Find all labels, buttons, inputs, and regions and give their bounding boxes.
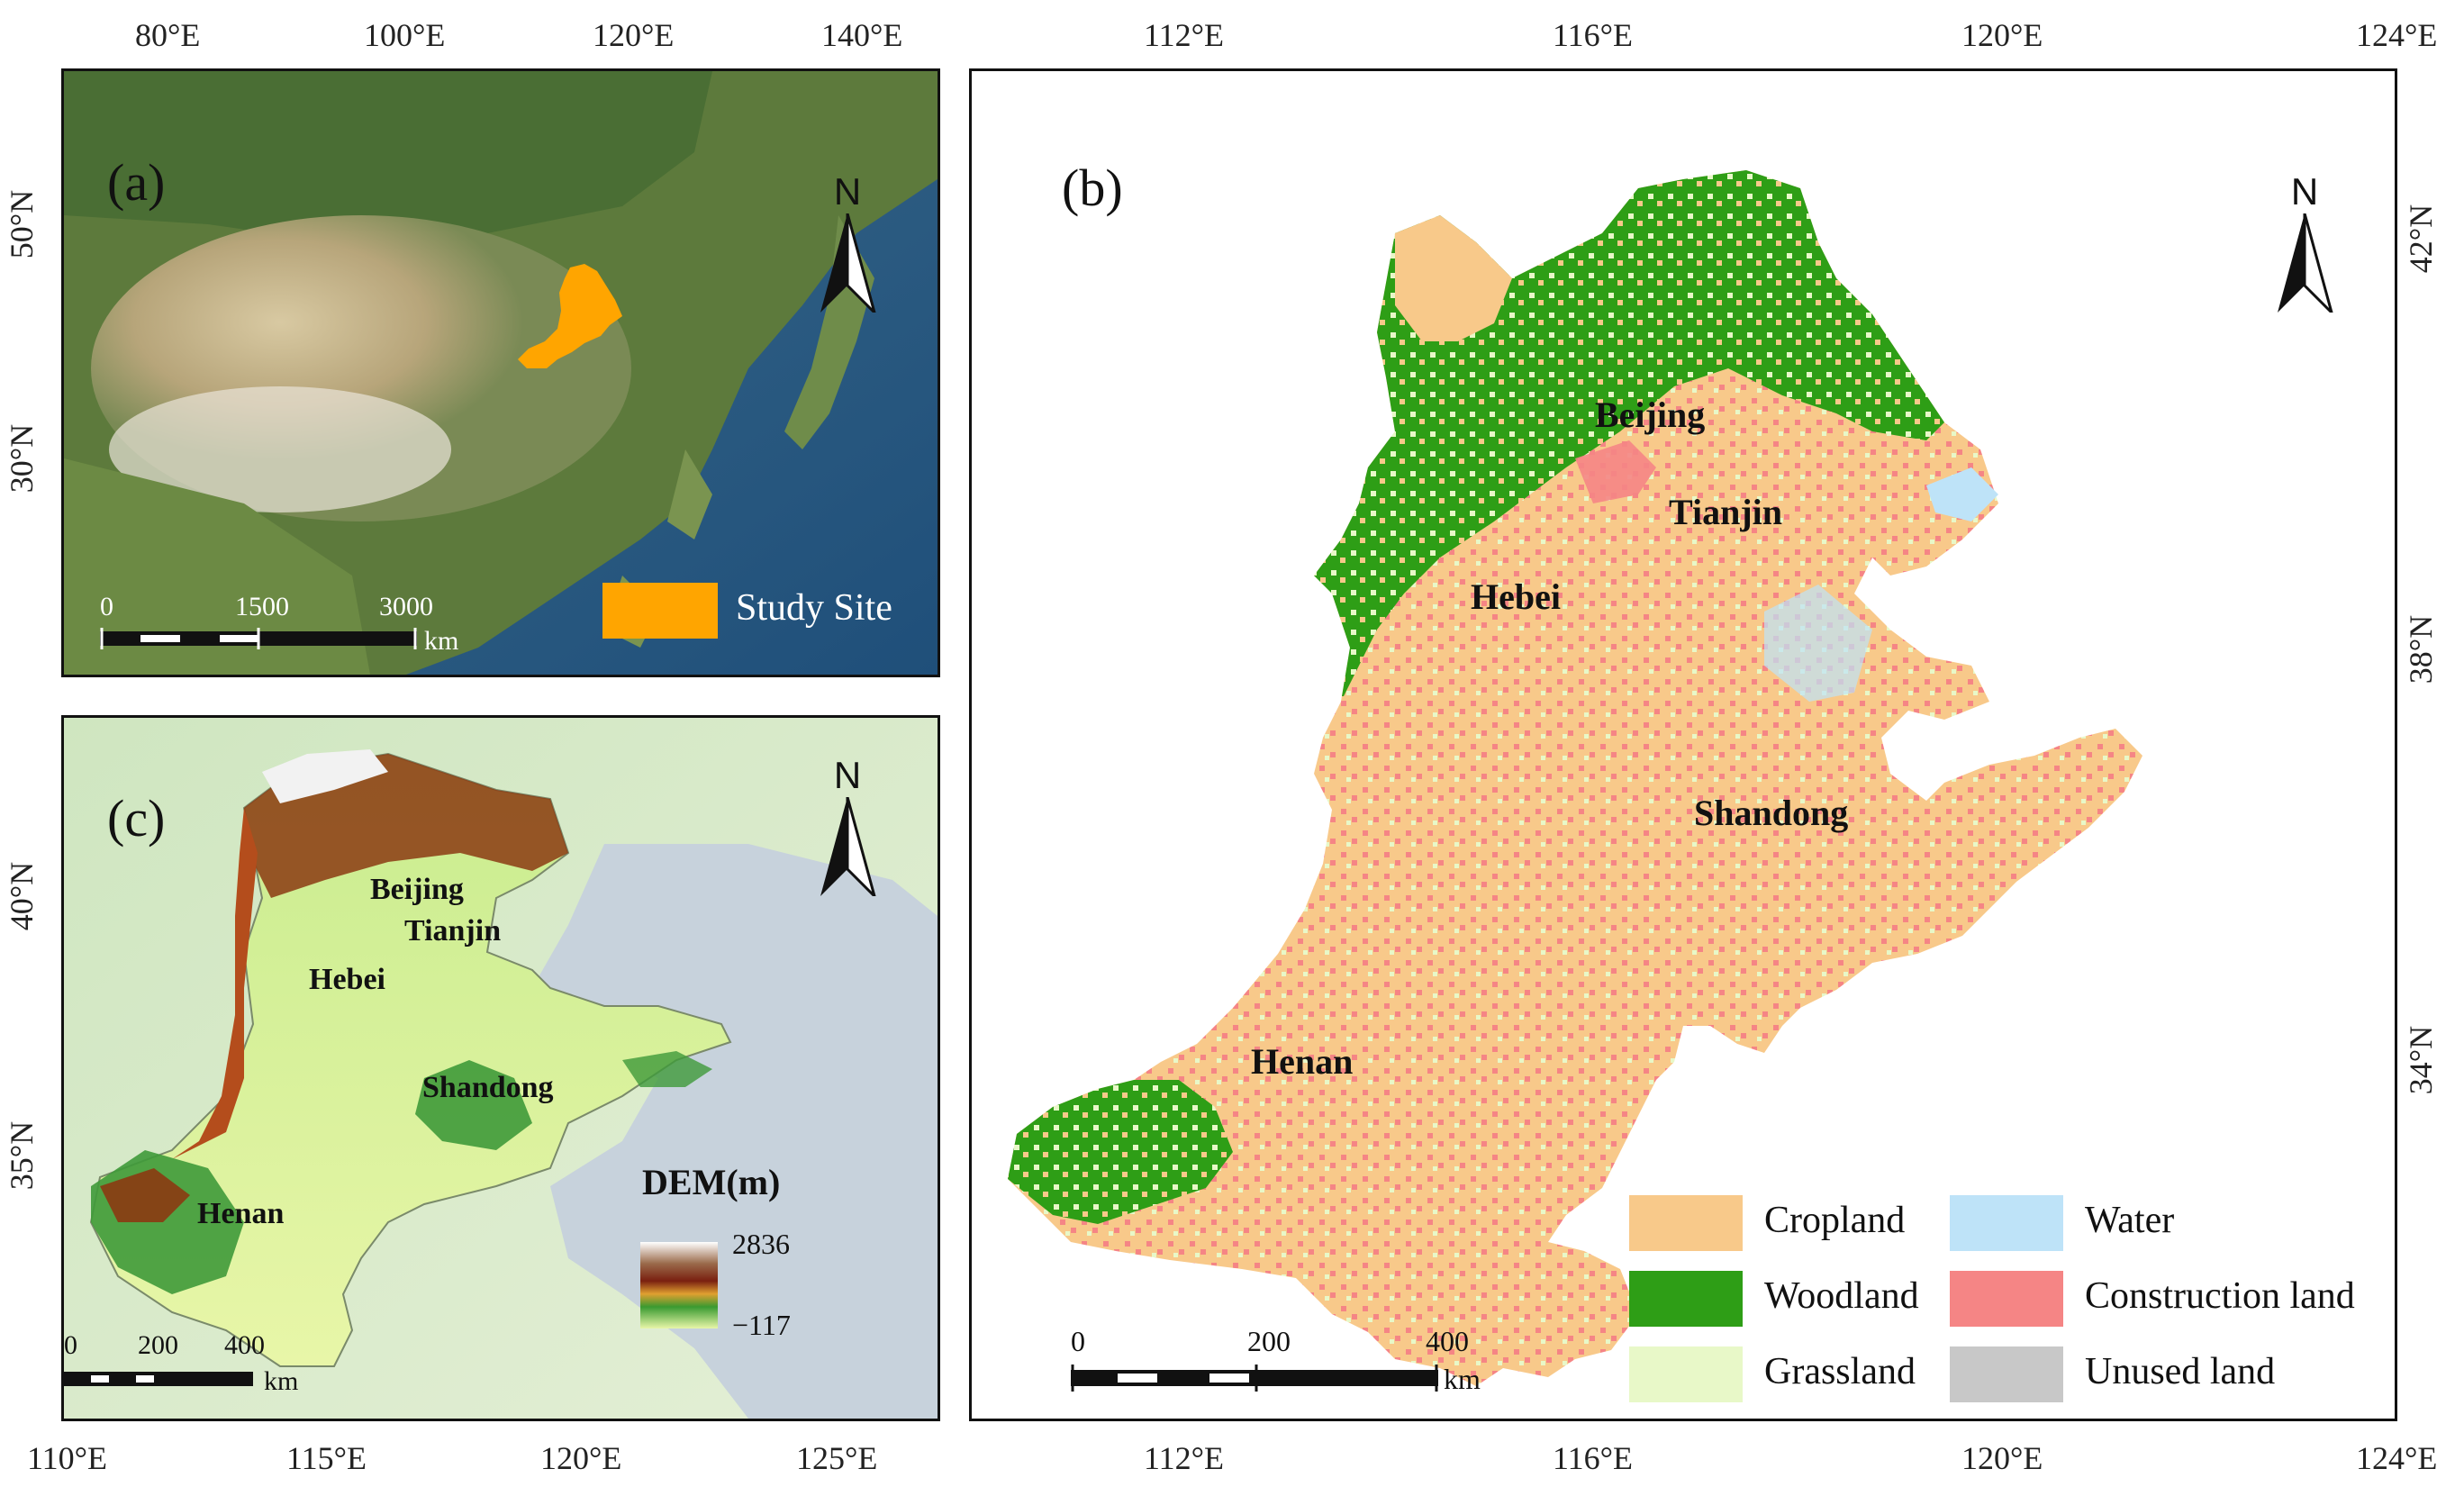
dem-max-label: 2836 (732, 1228, 790, 1260)
legend-swatch-water (1950, 1195, 2063, 1251)
lat-tick-50n: 50°N (4, 189, 41, 259)
satellite-base-map (64, 71, 938, 675)
north-arrow-icon (2278, 213, 2333, 313)
panel-a-overview-map: (a) N Study Site 0 1500 3000 km (61, 68, 940, 677)
panel-b-land-use-map: (b) Beijing Tianjin Hebei Shandong Henan… (969, 68, 2397, 1421)
region-tianjin: Tianjin (1669, 492, 1782, 532)
north-arrow-icon (820, 797, 876, 896)
region-henan-c: Henan (197, 1197, 285, 1230)
lon-tick-115e: 115°E (286, 1440, 367, 1476)
lat-tick-42n: 42°N (2403, 204, 2440, 274)
lon-tick-116e-top: 116°E (1553, 17, 1634, 53)
region-henan: Henan (1251, 1041, 1354, 1082)
study-site-shape (518, 264, 622, 368)
lon-tick-112e-bottom: 112°E (1144, 1440, 1225, 1476)
lat-tick-40n: 40°N (4, 861, 41, 931)
dem-color-ramp (640, 1242, 718, 1328)
scale-zero: 0 (64, 1330, 77, 1360)
scale-mid: 1500 (235, 592, 289, 621)
lon-tick-100e: 100°E (364, 17, 446, 53)
dem-legend-title: DEM(m) (642, 1162, 781, 1202)
legend-swatch-grassland (1629, 1346, 1743, 1402)
lon-tick-110e: 110°E (27, 1440, 108, 1476)
legend-swatch-unused-land (1950, 1346, 2063, 1402)
lat-tick-34n: 34°N (2403, 1025, 2440, 1095)
north-arrow-icon (820, 213, 876, 313)
legend-label-grassland: Grassland (1764, 1351, 1916, 1392)
legend-swatch-construction-land (1950, 1271, 2063, 1327)
lat-tick-35n: 35°N (4, 1120, 41, 1191)
lat-tick-30n: 30°N (4, 423, 41, 494)
land-use-map (1008, 170, 2142, 1386)
lon-tick-124e-top: 124°E (2356, 17, 2438, 53)
panel-c-dem-map: (c) Beijing Tianjin Hebei Shandong Henan… (61, 715, 940, 1421)
panel-a-label: (a) (107, 153, 166, 212)
region-beijing: Beijing (1595, 394, 1706, 435)
lon-tick-120e: 120°E (593, 17, 675, 53)
scale-mid: 200 (1247, 1325, 1291, 1357)
scale-bar-a: 0 1500 3000 km (100, 592, 460, 656)
north-label: N (833, 754, 862, 796)
scale-unit: km (1444, 1363, 1481, 1395)
region-hebei-c: Hebei (309, 963, 385, 996)
dem-min-label: −117 (732, 1309, 791, 1341)
region-shandong: Shandong (1694, 793, 1849, 833)
lon-tick-120e-c: 120°E (540, 1440, 622, 1476)
north-arrow-b: N (2269, 170, 2341, 314)
legend-label-construction-land: Construction land (2085, 1275, 2355, 1317)
study-site-legend-label: Study Site (736, 587, 892, 629)
scale-mid: 200 (138, 1330, 178, 1360)
legend-label-unused-land: Unused land (2085, 1351, 2276, 1392)
north-label: N (833, 170, 862, 213)
scale-bar-b: 0 200 400 km (1071, 1325, 1539, 1406)
scale-zero: 0 (1071, 1325, 1085, 1357)
scale-end: 3000 (379, 592, 433, 621)
dem-base-map (64, 718, 938, 1419)
legend-swatch-woodland (1629, 1271, 1743, 1327)
lon-tick-120e-bottom: 120°E (1961, 1440, 2043, 1476)
lat-tick-38n: 38°N (2403, 614, 2440, 685)
panel-b-label: (b) (1062, 159, 1123, 217)
lon-tick-80e: 80°E (135, 17, 201, 53)
region-hebei: Hebei (1471, 576, 1561, 617)
scale-zero: 0 (100, 592, 113, 621)
scale-end: 400 (1426, 1325, 1469, 1357)
scale-bar-c: 0 200 400 km (64, 1330, 388, 1402)
lon-tick-124e-bottom: 124°E (2356, 1440, 2438, 1476)
scale-end: 400 (224, 1330, 265, 1360)
scale-bar-b-graphic (1071, 1365, 1438, 1392)
lon-tick-112e-top: 112°E (1144, 17, 1225, 53)
legend-label-woodland: Woodland (1764, 1275, 1919, 1317)
north-label: N (2290, 170, 2319, 213)
study-site-color (602, 583, 718, 639)
scale-bar-a-graphic (100, 628, 417, 649)
study-site-swatch (602, 583, 718, 639)
region-beijing-c: Beijing (370, 873, 464, 906)
scale-unit: km (264, 1366, 299, 1396)
scale-unit: km (424, 626, 459, 656)
north-arrow-a: N (811, 170, 883, 314)
legend-swatch-cropland (1629, 1195, 1743, 1251)
legend-label-cropland: Cropland (1764, 1200, 1906, 1241)
north-arrow-c: N (811, 754, 883, 898)
lon-tick-125e: 125°E (796, 1440, 878, 1476)
lon-tick-116e-bottom: 116°E (1553, 1440, 1634, 1476)
region-shandong-c: Shandong (422, 1071, 554, 1104)
region-tianjin-c: Tianjin (404, 914, 502, 948)
lon-tick-120e-top: 120°E (1961, 17, 2043, 53)
lon-tick-140e: 140°E (821, 17, 903, 53)
panel-c-label: (c) (107, 789, 166, 848)
legend-label-water: Water (2085, 1200, 2175, 1241)
scale-bar-c-graphic (64, 1372, 253, 1386)
